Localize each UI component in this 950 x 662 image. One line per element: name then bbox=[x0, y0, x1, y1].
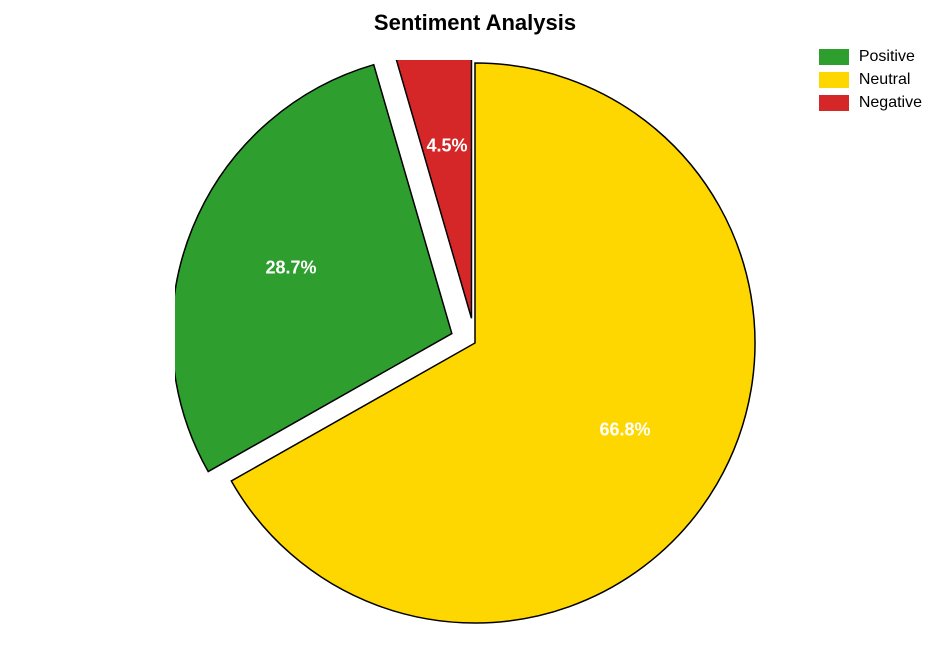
legend-swatch-neutral bbox=[819, 72, 849, 88]
pie-chart-svg bbox=[175, 60, 775, 640]
legend-label-positive: Positive bbox=[859, 48, 915, 66]
slice-label-positive: 28.7% bbox=[266, 258, 317, 279]
legend-item-negative: Negative bbox=[819, 94, 922, 112]
pie-chart-container: Sentiment Analysis Positive Neutral Negati… bbox=[0, 0, 950, 662]
chart-legend: Positive Neutral Negative bbox=[819, 48, 922, 117]
slice-label-negative: 4.5% bbox=[427, 136, 468, 157]
legend-swatch-positive bbox=[819, 49, 849, 65]
legend-label-neutral: Neutral bbox=[859, 71, 911, 89]
legend-item-neutral: Neutral bbox=[819, 71, 922, 89]
slice-label-neutral: 66.8% bbox=[599, 420, 650, 441]
legend-swatch-negative bbox=[819, 95, 849, 111]
legend-label-negative: Negative bbox=[859, 94, 922, 112]
chart-title: Sentiment Analysis bbox=[0, 10, 950, 36]
legend-item-positive: Positive bbox=[819, 48, 922, 66]
